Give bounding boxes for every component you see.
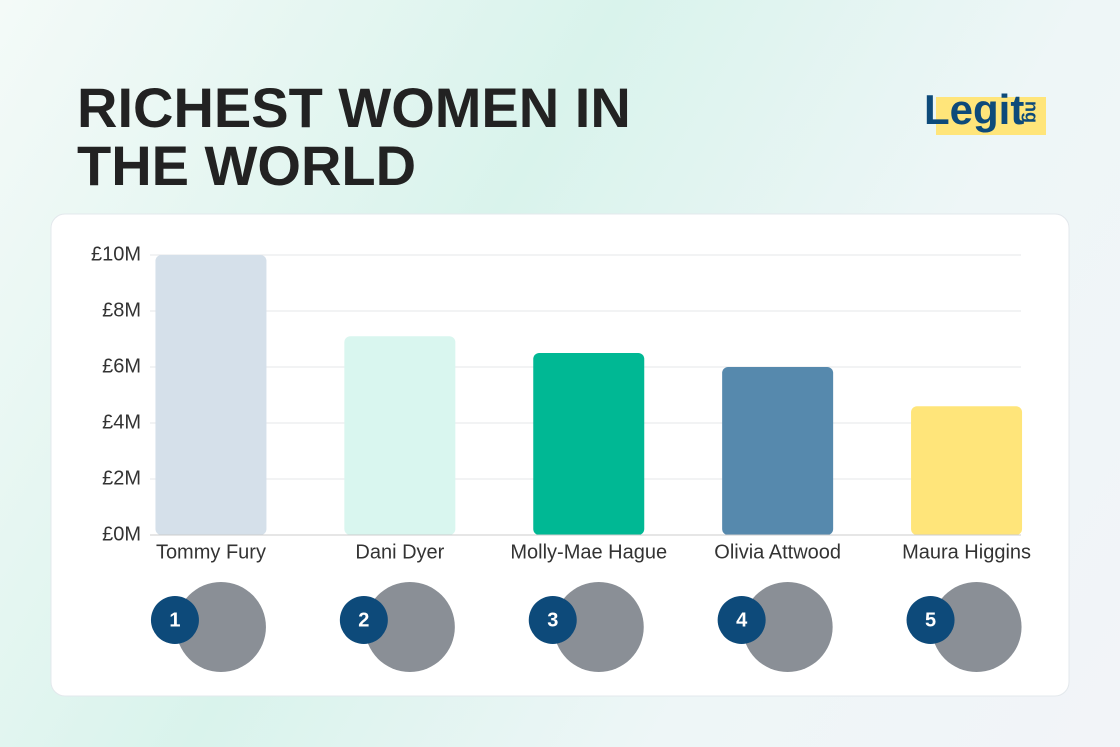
y-tick-label: £8M [102, 299, 141, 321]
bar [344, 336, 456, 535]
logo-highlight [936, 97, 1046, 135]
y-tick-label: £2M [102, 467, 141, 489]
rank-badge [150, 596, 199, 644]
y-tick-label: £0M [102, 523, 141, 545]
bar [722, 367, 834, 535]
photo [175, 582, 266, 672]
logo-suffix: ng [1021, 101, 1041, 123]
x-tick-label: Dani Dyer [355, 541, 444, 563]
bar [155, 255, 267, 535]
rank-badge [717, 596, 766, 644]
rank-label: 4 [736, 609, 748, 631]
x-tick-label: Molly-Mae Hague [510, 541, 667, 563]
rank-label: 2 [358, 609, 369, 631]
bar [533, 353, 645, 535]
rank-badge [339, 596, 388, 644]
photo [364, 582, 455, 672]
bar [911, 406, 1023, 535]
photo [553, 582, 644, 672]
rank-badge [528, 596, 577, 644]
photo [931, 582, 1022, 672]
rank-label: 1 [169, 609, 180, 631]
y-tick-label: £10M [91, 243, 141, 265]
x-tick-label: Tommy Fury [156, 541, 266, 563]
x-tick-label: Maura Higgins [902, 541, 1031, 563]
photo [742, 582, 833, 672]
rank-label: 5 [925, 609, 936, 631]
rank-label: 3 [547, 609, 558, 631]
chart-title: RICHEST WOMEN IN [77, 76, 631, 139]
y-tick-label: £4M [102, 411, 141, 433]
y-tick-label: £6M [102, 355, 141, 377]
logo-text: Legit [924, 86, 1024, 133]
chart-title: THE WORLD [77, 134, 416, 197]
x-tick-label: Olivia Attwood [714, 541, 841, 563]
logo: Legit ng [924, 86, 1046, 135]
rank-badge [906, 596, 955, 644]
